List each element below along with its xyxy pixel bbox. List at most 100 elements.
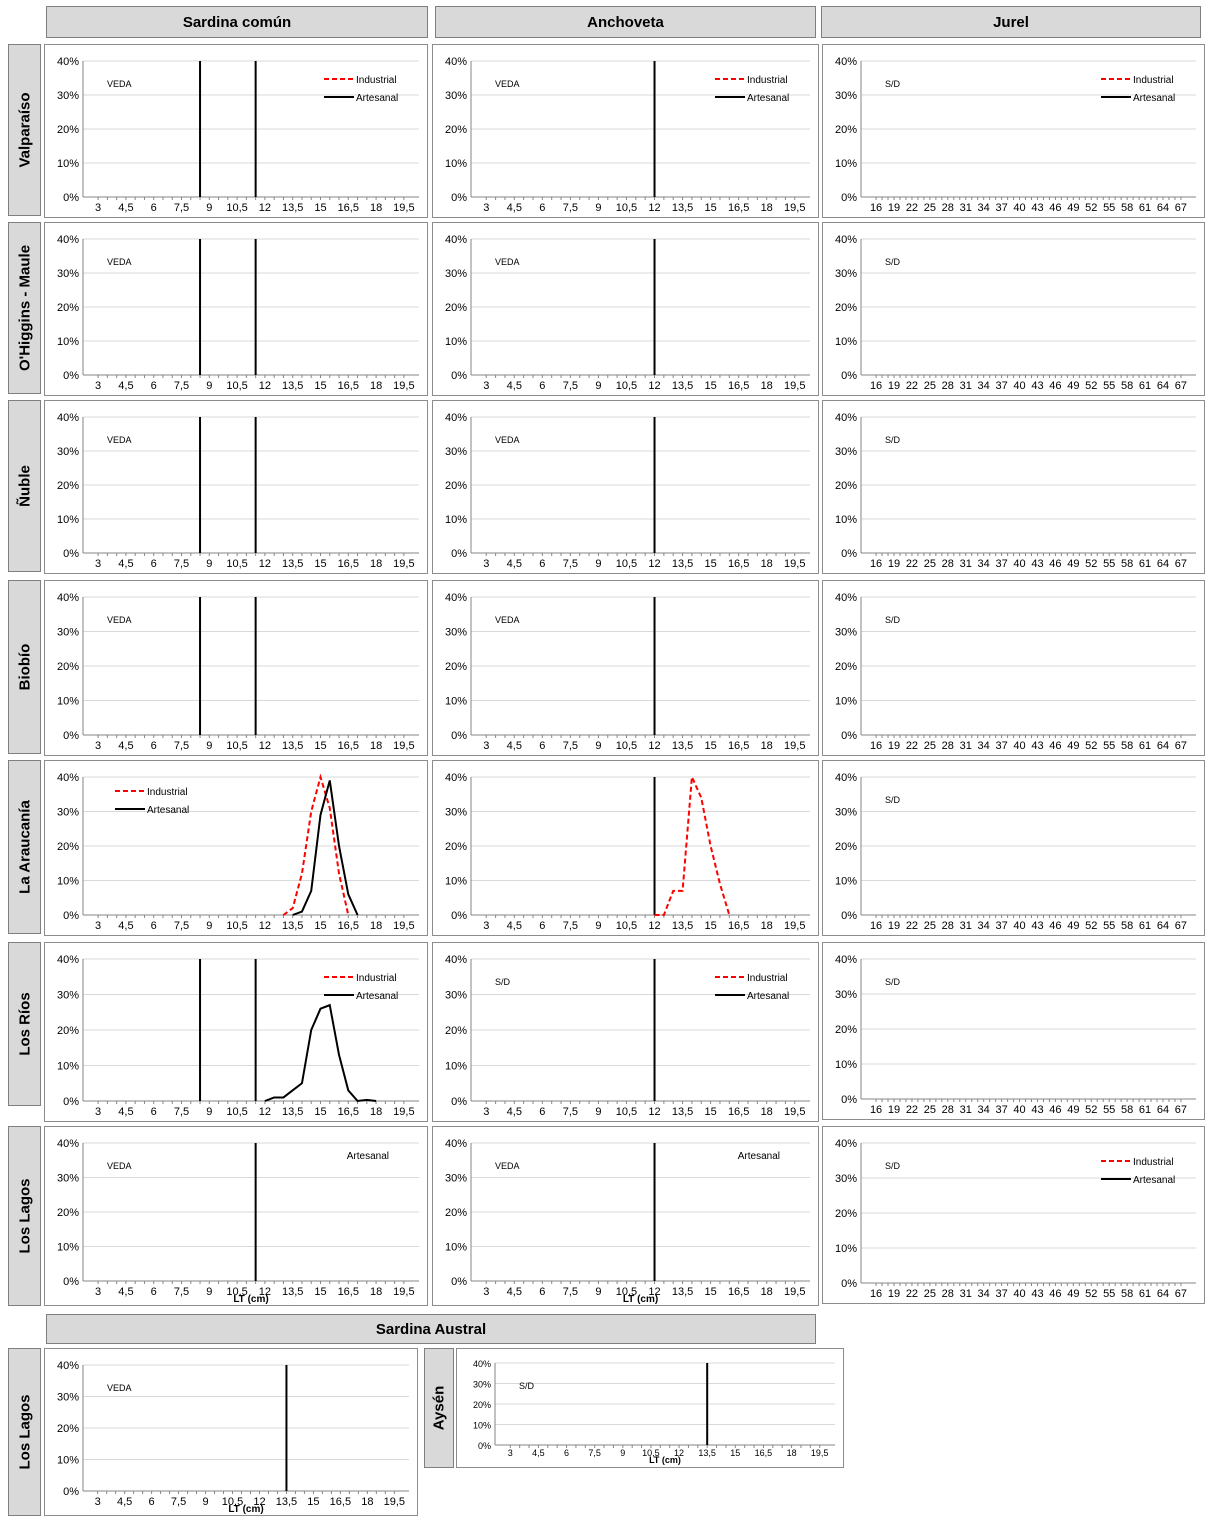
x-tick-label: 19,5 [784, 202, 805, 214]
x-tick-label: 9 [595, 1286, 601, 1298]
x-tick-label: 4,5 [507, 202, 522, 214]
x-tick-label: 3 [508, 1448, 513, 1458]
x-tick-label: 18 [370, 1286, 382, 1298]
x-tick-label: 58 [1121, 380, 1133, 392]
series-line-artesanal [264, 1003, 377, 1103]
chart-note: S/D [885, 795, 901, 805]
x-tick-label: 28 [942, 920, 954, 932]
x-tick-label: 37 [995, 558, 1007, 570]
x-tick-label: 12 [259, 740, 271, 752]
x-tick-label: 4,5 [118, 380, 133, 392]
x-tick-label: 3 [483, 380, 489, 392]
x-tick-label: 12 [259, 202, 271, 214]
x-tick-label: 19,5 [784, 920, 805, 932]
chart-svg: 0% 10% 20% 30% 40% 3 4,5 6 7,5 9 10,5 12 13,5 15 16,5 1… [57, 1360, 409, 1515]
y-tick-label: 30% [57, 446, 79, 458]
y-tick-label: 10% [57, 336, 79, 348]
legend-label: Industrial [356, 75, 397, 86]
x-tick-label: 10,5 [642, 1448, 660, 1458]
x-tick-label: 43 [1031, 1104, 1043, 1116]
x-tick-label: 55 [1103, 1104, 1115, 1116]
x-tick-label: 37 [995, 1288, 1007, 1300]
y-tick-label: 40% [445, 1138, 467, 1150]
y-tick-label: 40% [835, 234, 857, 246]
y-tick-label: 20% [835, 1024, 857, 1036]
x-tick-label: 40 [1013, 380, 1025, 392]
x-tick-label: 3 [95, 202, 101, 214]
x-tick-label: 18 [370, 920, 382, 932]
x-tick-label: 46 [1049, 1288, 1061, 1300]
x-tick-label: 61 [1139, 202, 1151, 214]
x-tick-label: 58 [1121, 1104, 1133, 1116]
x-tick-label: 28 [942, 380, 954, 392]
x-tick-label: 19,5 [784, 1106, 805, 1118]
chart-svg: 0% 10% 20% 30% 40% 16 19 22 25 28 31 34 37 40 43 46 49 52… [835, 592, 1196, 752]
chart-svg: 0% 10% 20% 30% 40% 16 19 22 25 28 31 34 37 40 43 46 49 52… [835, 56, 1196, 214]
x-tick-label: 49 [1067, 1104, 1079, 1116]
x-tick-label: 64 [1157, 1288, 1169, 1300]
x-tick-label: 6 [539, 380, 545, 392]
chart-note: S/D [495, 977, 511, 987]
y-tick-label: 0% [63, 1486, 79, 1498]
x-tick-label: 12 [259, 920, 271, 932]
chart-sc-biobio: 0% 10% 20% 30% 40% 3 4,5 6 7,5 9 10,5 12 13,5 15 16,5 1… [44, 580, 428, 756]
x-tick-label: 13,5 [276, 1496, 297, 1508]
chart-svg: 0% 10% 20% 30% 40% 3 4,5 6 7,5 9 10,5 12 13,5 15 16,5 1… [57, 234, 419, 392]
chart-svg: 0% 10% 20% 30% 40% 3 4,5 6 7,5 9 10,5 12 13,5 15 16,5 1… [445, 592, 810, 752]
x-tick-label: 10,5 [226, 740, 247, 752]
chart-sa-loslagos: 0% 10% 20% 30% 40% 3 4,5 6 7,5 9 10,5 12 13,5 15 16,5 1… [44, 1348, 418, 1516]
x-tick-label: 61 [1139, 380, 1151, 392]
chart-svg: 0% 10% 20% 30% 40% 3 4,5 6 7,5 9 10,5 12 13,5 15 16,5 1… [57, 954, 419, 1118]
y-tick-label: 30% [57, 1173, 79, 1185]
x-tick-label: 49 [1067, 920, 1079, 932]
y-tick-label: 40% [835, 592, 857, 604]
x-tick-label: 28 [942, 558, 954, 570]
chart-svg: 0% 10% 20% 30% 40% 3 4,5 6 7,5 9 10,5 12 13,5 15 16,5 1… [445, 412, 810, 570]
x-tick-label: 25 [924, 202, 936, 214]
chart-note: VEDA [495, 79, 520, 89]
y-tick-label: 0% [63, 548, 79, 560]
y-tick-label: 0% [841, 730, 857, 742]
legend-label: Artesanal [1133, 1175, 1175, 1186]
legend-label: Industrial [147, 787, 188, 798]
x-tick-label: 13,5 [672, 1286, 693, 1298]
y-tick-label: 10% [445, 1242, 467, 1254]
y-tick-label: 20% [445, 841, 467, 853]
x-tick-label: 12 [648, 740, 660, 752]
x-tick-label: 10,5 [616, 380, 637, 392]
x-tick-label: 28 [942, 202, 954, 214]
y-tick-label: 0% [841, 1094, 857, 1106]
x-tick-label: 18 [787, 1448, 797, 1458]
y-tick-label: 0% [451, 1276, 467, 1288]
x-tick-label: 37 [995, 920, 1007, 932]
chart-note: VEDA [495, 257, 520, 267]
x-tick-label: 25 [924, 740, 936, 752]
x-axis-title: LT (cm) [228, 1504, 263, 1515]
x-tick-label: 9 [595, 1106, 601, 1118]
x-tick-label: 61 [1139, 920, 1151, 932]
x-tick-label: 19,5 [393, 202, 414, 214]
x-tick-label: 52 [1085, 740, 1097, 752]
x-tick-label: 18 [761, 1286, 773, 1298]
x-tick-label: 15 [307, 1496, 319, 1508]
x-tick-label: 19,5 [784, 740, 805, 752]
x-tick-label: 25 [924, 1288, 936, 1300]
x-tick-label: 16,5 [330, 1496, 351, 1508]
chart-ju-loslagos: 0% 10% 20% 30% 40% 16 19 22 25 28 31 34 37 40 43 46 49 52… [822, 1126, 1205, 1304]
row-label-nuble: Ñuble [8, 400, 41, 572]
x-tick-label: 31 [960, 380, 972, 392]
chart-sc-nuble: 0% 10% 20% 30% 40% 3 4,5 6 7,5 9 10,5 12 13,5 15 16,5 1… [44, 400, 428, 574]
row-label-biobio: Biobío [8, 580, 41, 754]
y-tick-label: 20% [57, 1025, 79, 1037]
chart-svg: 0% 10% 20% 30% 40% 3 4,5 6 7,5 9 10,5 12 13,5 15 16,5 1… [57, 1138, 419, 1305]
row-label-ohiggins-maule: O'Higgins - Maule [8, 222, 41, 394]
x-tick-label: 10,5 [226, 920, 247, 932]
legend-label: Artesanal [747, 991, 789, 1002]
y-tick-label: 20% [835, 480, 857, 492]
x-tick-label: 12 [648, 202, 660, 214]
x-tick-label: 37 [995, 740, 1007, 752]
chart-an-araucania: 0% 10% 20% 30% 40% 3 4,5 6 7,5 9 10,5 12 13,5 15 16,5 1… [432, 760, 819, 936]
x-tick-label: 16 [870, 1104, 882, 1116]
y-tick-label: 20% [445, 302, 467, 314]
x-tick-label: 15 [704, 1106, 716, 1118]
